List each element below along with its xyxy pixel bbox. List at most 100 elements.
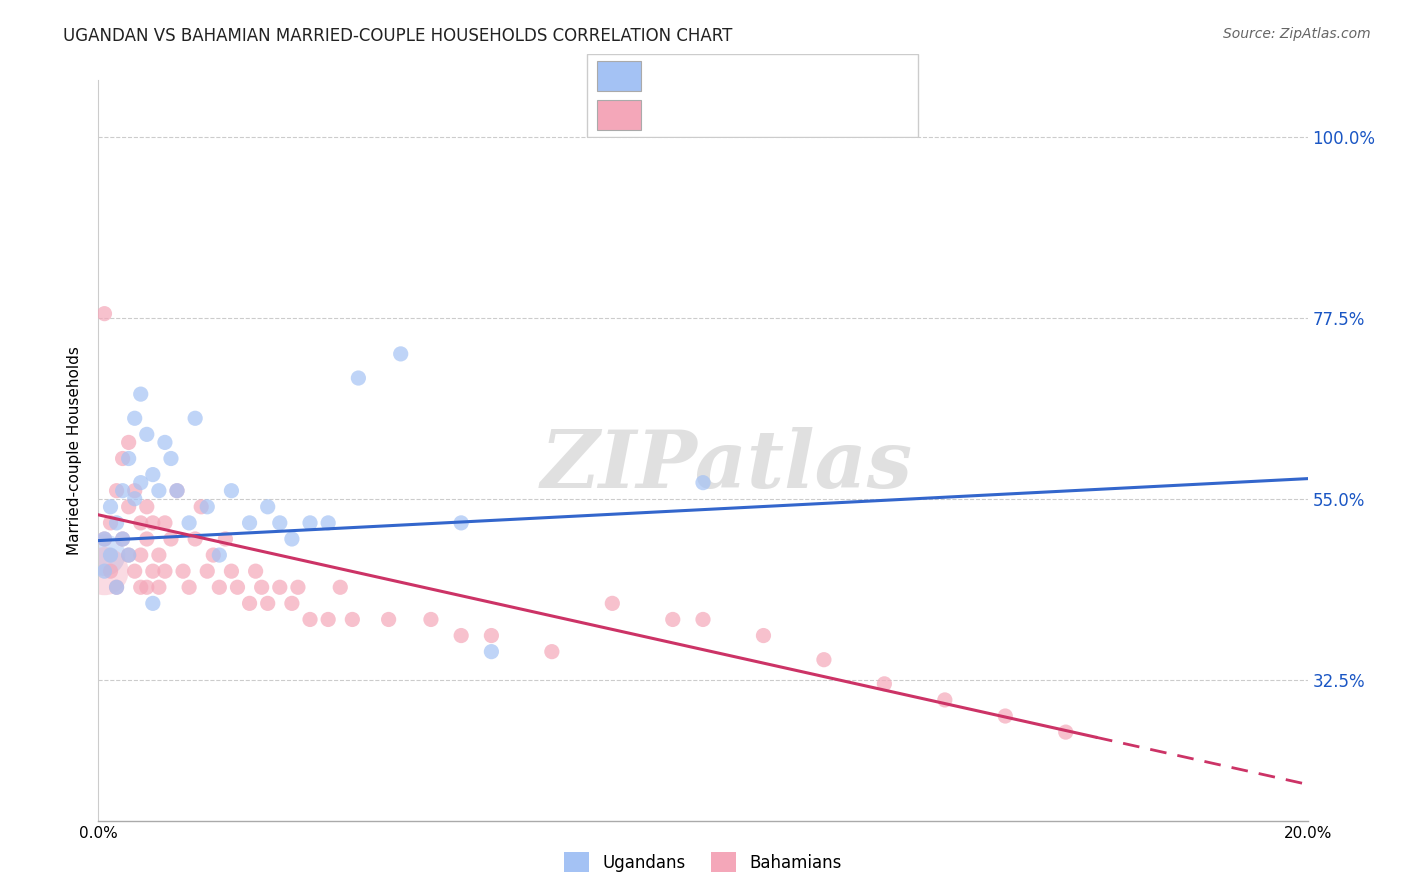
Point — [195, 500, 218, 514]
Point — [602, 596, 624, 610]
Point — [124, 411, 146, 425]
Point — [142, 467, 165, 482]
Point — [93, 307, 115, 321]
Point — [873, 677, 896, 691]
Text: Source: ZipAtlas.com: Source: ZipAtlas.com — [1223, 27, 1371, 41]
Point — [299, 516, 322, 530]
Point — [214, 532, 236, 546]
Point — [250, 580, 273, 594]
Point — [124, 564, 146, 578]
Point — [342, 612, 364, 626]
Point — [129, 387, 152, 401]
Point — [256, 596, 278, 610]
Text: N = 37: N = 37 — [813, 67, 870, 85]
Point — [389, 347, 412, 361]
Point — [100, 548, 122, 562]
Point — [135, 427, 157, 442]
Point — [692, 612, 714, 626]
Point — [118, 548, 141, 562]
Point — [93, 532, 115, 546]
Y-axis label: Married-couple Households: Married-couple Households — [67, 346, 83, 555]
Point — [481, 628, 503, 642]
Point — [100, 564, 122, 578]
Text: UGANDAN VS BAHAMIAN MARRIED-COUPLE HOUSEHOLDS CORRELATION CHART: UGANDAN VS BAHAMIAN MARRIED-COUPLE HOUSE… — [63, 27, 733, 45]
Point — [299, 612, 322, 626]
Point — [190, 500, 212, 514]
Point — [105, 516, 128, 530]
Point — [179, 516, 201, 530]
Point — [256, 500, 278, 514]
Point — [994, 709, 1017, 723]
Point — [100, 516, 122, 530]
Point — [813, 653, 835, 667]
Text: R =  0.125: R = 0.125 — [654, 67, 744, 85]
Point — [752, 628, 775, 642]
Point — [287, 580, 309, 594]
Text: ZIPatlas: ZIPatlas — [541, 426, 914, 504]
Point — [226, 580, 249, 594]
Point — [148, 483, 170, 498]
Point — [160, 451, 183, 466]
Point — [184, 411, 207, 425]
Point — [118, 435, 141, 450]
Point — [148, 548, 170, 562]
FancyBboxPatch shape — [598, 62, 641, 91]
Point — [142, 564, 165, 578]
Legend: Ugandans, Bahamians: Ugandans, Bahamians — [558, 846, 848, 879]
Point — [239, 516, 262, 530]
Point — [420, 612, 443, 626]
Point — [135, 500, 157, 514]
Point — [129, 516, 152, 530]
Point — [105, 580, 128, 594]
Point — [93, 532, 115, 546]
Point — [166, 483, 188, 498]
Point — [450, 628, 472, 642]
Point — [124, 491, 146, 506]
Point — [208, 580, 231, 594]
Point — [129, 580, 152, 594]
Point — [93, 564, 115, 578]
Point — [934, 693, 956, 707]
Point — [692, 475, 714, 490]
Point — [269, 580, 291, 594]
Point — [111, 532, 134, 546]
Point — [221, 483, 243, 498]
Point — [135, 580, 157, 594]
Point — [269, 516, 291, 530]
Point — [142, 516, 165, 530]
Point — [329, 580, 352, 594]
FancyBboxPatch shape — [586, 54, 918, 137]
Point — [118, 451, 141, 466]
Point — [377, 612, 399, 626]
Point — [450, 516, 472, 530]
FancyBboxPatch shape — [598, 100, 641, 130]
Point — [184, 532, 207, 546]
Point — [93, 564, 115, 578]
Point — [105, 580, 128, 594]
Point — [316, 612, 339, 626]
Point — [166, 483, 188, 498]
Point — [1054, 725, 1077, 739]
Point — [153, 516, 176, 530]
Point — [661, 612, 683, 626]
Point — [118, 548, 141, 562]
Text: N = 62: N = 62 — [813, 106, 870, 124]
Point — [172, 564, 194, 578]
Point — [93, 548, 115, 562]
Point — [129, 475, 152, 490]
Point — [105, 483, 128, 498]
Point — [347, 371, 370, 385]
Point — [195, 564, 218, 578]
Point — [160, 532, 183, 546]
Text: R = -0.219: R = -0.219 — [654, 106, 744, 124]
Point — [124, 483, 146, 498]
Point — [111, 532, 134, 546]
Point — [221, 564, 243, 578]
Point — [202, 548, 225, 562]
Point — [153, 435, 176, 450]
Point — [179, 580, 201, 594]
Point — [135, 532, 157, 546]
Point — [100, 500, 122, 514]
Point — [111, 451, 134, 466]
Point — [153, 564, 176, 578]
